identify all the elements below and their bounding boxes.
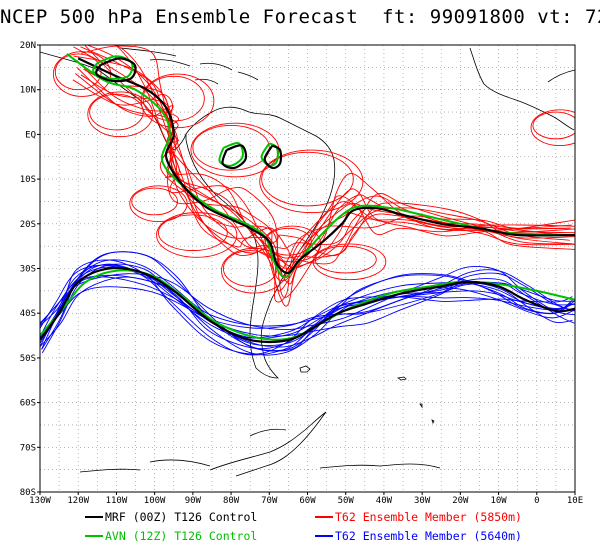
ensemble-5850-loop — [532, 111, 575, 140]
lon-label: 120W — [67, 496, 89, 506]
ensemble-5850-loop — [129, 185, 188, 223]
avn-closed-contour — [218, 142, 244, 167]
ensemble-5850-loop — [158, 214, 228, 252]
ensemble-5850-line — [114, 45, 575, 303]
lat-label: 10N — [20, 86, 36, 96]
lon-label: 30W — [414, 496, 431, 506]
lon-label: 110W — [106, 496, 128, 506]
mrf-closed-contour — [95, 57, 137, 83]
avn-5850-contour — [66, 53, 575, 279]
ensemble-5640-line — [40, 266, 575, 339]
ensemble-5850-line — [73, 46, 575, 282]
lon-label: 60W — [299, 496, 316, 506]
ensemble-5850-loop — [156, 212, 238, 258]
coast-caribbean — [119, 47, 259, 85]
ensemble-5850-loop — [530, 109, 575, 147]
mrf-closed-contour — [263, 144, 283, 170]
ensemble-5850-line — [114, 45, 572, 307]
mrf-closed-contour — [221, 144, 248, 170]
coast-south-sandwich — [419, 403, 435, 425]
ensemble-5640-members — [40, 251, 575, 356]
lat-label: 50S — [20, 354, 36, 364]
lat-label: 40S — [20, 309, 36, 319]
ensemble-5850-loop — [89, 93, 144, 131]
ensemble-5850-loop — [261, 151, 354, 207]
ensemble-5850-loop — [192, 125, 270, 171]
lat-label: 20S — [20, 220, 36, 230]
ensemble-5640-line — [40, 269, 574, 327]
ensemble-5850-loop — [131, 187, 179, 216]
coast-falklands — [299, 365, 311, 373]
map-title: NCEP 500 hPa Ensemble Forecast ft: 99091… — [0, 6, 600, 28]
lat-label: EQ — [25, 130, 36, 140]
ensemble-5640-line — [40, 263, 575, 350]
lat-label: 20N — [20, 41, 36, 51]
ensemble-5850-line — [85, 45, 570, 292]
lon-label: 80W — [223, 496, 240, 506]
lat-label: 70S — [20, 443, 36, 453]
ensemble-5850-loop — [314, 245, 377, 274]
mrf-5850-contour — [77, 57, 575, 275]
lon-label: 130W — [29, 496, 51, 506]
legend-label: MRF (00Z) T126 Control — [105, 510, 257, 524]
lon-label: 70W — [261, 496, 278, 506]
ensemble-5640-line — [40, 272, 575, 329]
lat-label: 60S — [20, 399, 36, 409]
ensemble-5850-line — [76, 59, 570, 249]
mrf-5640-contour — [40, 266, 575, 344]
coast-antarctica — [79, 411, 441, 477]
lat-label: 30S — [20, 265, 36, 275]
ensemble-5850-members — [52, 45, 575, 307]
legend-label: AVN (12Z) T126 Control — [105, 529, 257, 543]
lat-label: 80S — [20, 488, 36, 498]
ensemble-5640-line — [40, 276, 573, 348]
ensemble-5850-loop — [259, 149, 364, 214]
lon-label: 40W — [376, 496, 393, 506]
lon-label: 10W — [490, 496, 507, 506]
lat-label: 10S — [20, 175, 36, 185]
ensemble-5850-loop — [312, 243, 387, 281]
ensemble-5640-line — [41, 251, 575, 351]
legend: MRF (00Z) T126 Control AVN (12Z) T126 Con… — [85, 510, 522, 543]
ensemble-5640-line — [40, 278, 575, 337]
ensemble-5850-loop — [140, 73, 215, 129]
lon-label: 90W — [185, 496, 202, 506]
ensemble-5850-loop — [54, 53, 102, 91]
lon-label: 0 — [534, 496, 539, 506]
ensemble-5640-line — [41, 263, 575, 356]
legend-label: T62 Ensemble Member (5850m) — [335, 510, 522, 524]
lon-label: 100W — [144, 496, 166, 506]
lon-label: 10E — [567, 496, 583, 506]
ensemble-5850-line — [76, 67, 574, 257]
coast-south-georgia — [396, 376, 407, 381]
ensemble-5850-line — [72, 79, 573, 265]
avn-closed-contour — [92, 55, 134, 80]
lon-label: 50W — [338, 496, 355, 506]
ensemble-5640-line — [41, 251, 573, 352]
coast-africa — [469, 47, 575, 131]
ensemble-5850-loop — [221, 247, 287, 294]
legend-label: T62 Ensemble Member (5640m) — [335, 529, 522, 543]
control-contours — [40, 53, 575, 344]
ensemble-5850-loop — [87, 91, 154, 138]
lon-label: 20W — [452, 496, 469, 506]
ensemble-5850-loop — [265, 227, 312, 256]
graticule — [40, 45, 575, 492]
